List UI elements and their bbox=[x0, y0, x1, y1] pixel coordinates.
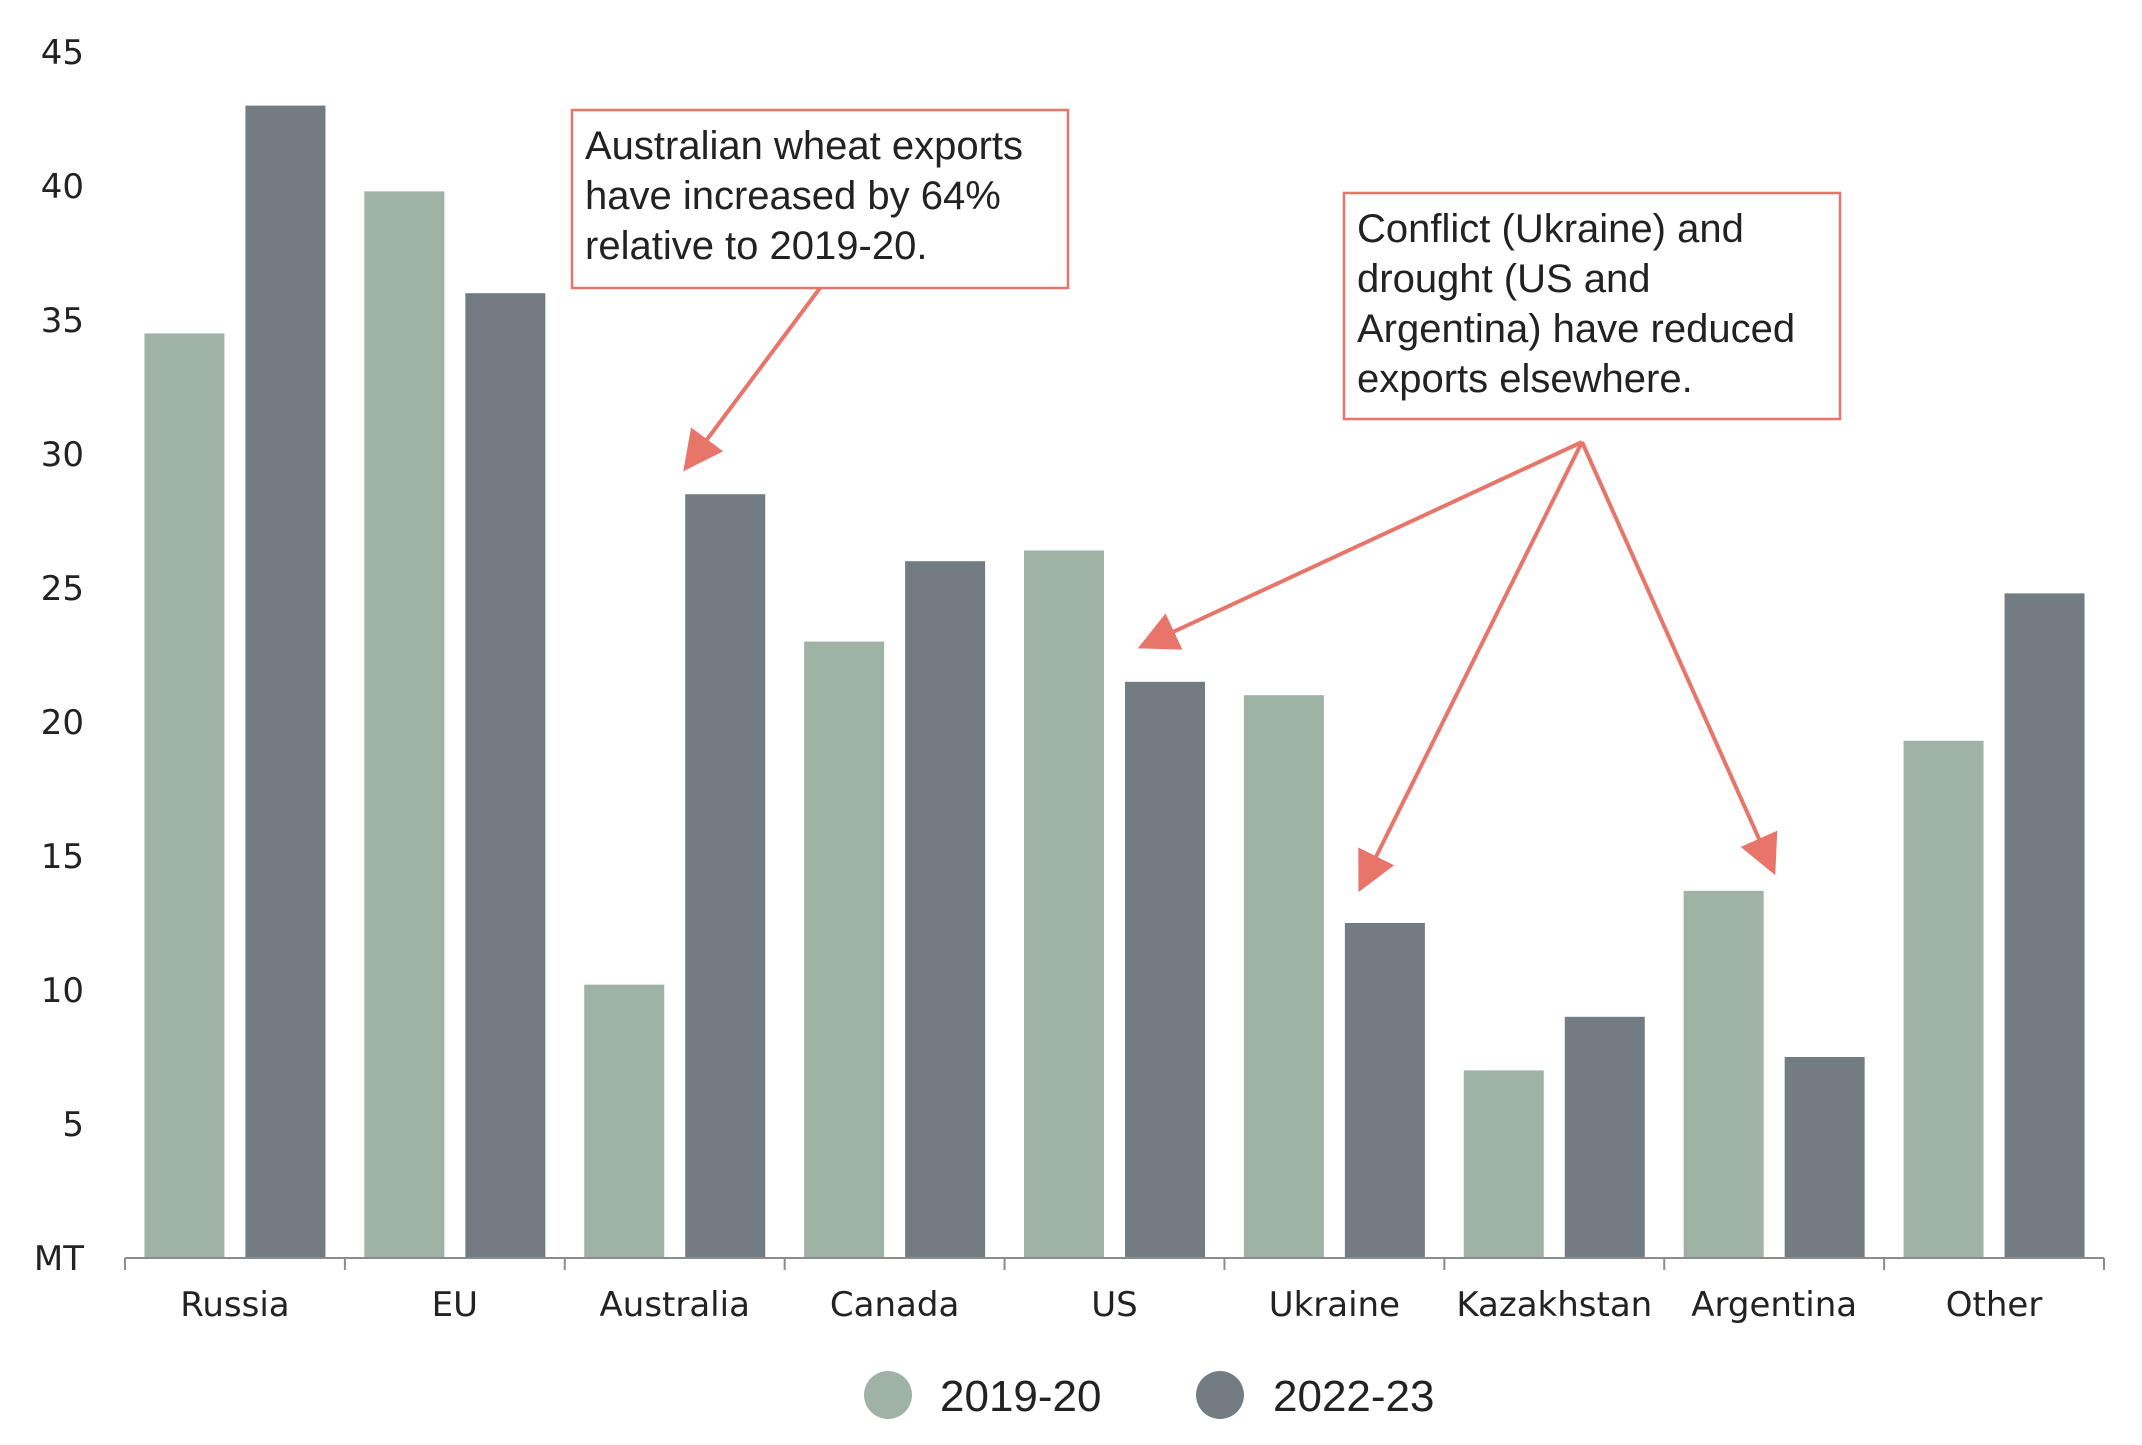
y-tick-label: 15 bbox=[41, 837, 84, 877]
bar-other-2022-23 bbox=[2004, 593, 2085, 1258]
bar-us-2022-23 bbox=[1125, 681, 1205, 1258]
legend: 2019-20 2022-23 bbox=[864, 1371, 1434, 1421]
y-axis: 5 10 15 20 25 30 35 40 45 MT bbox=[34, 33, 84, 1279]
annotation-arrow-australia bbox=[683, 286, 822, 472]
x-tick-label: Kazakhstan bbox=[1456, 1285, 1652, 1325]
bar-russia-2022-23 bbox=[245, 105, 326, 1259]
y-tick-label: 35 bbox=[41, 301, 84, 341]
y-tick-label: 20 bbox=[41, 703, 84, 743]
bars bbox=[144, 105, 2085, 1259]
x-tick-label: Australia bbox=[600, 1285, 750, 1325]
annotation-australia-text-line: Australian wheat exports bbox=[585, 124, 1023, 168]
bar-argentina-2022-23 bbox=[1784, 1057, 1865, 1258]
bar-argentina-2019-20 bbox=[1683, 890, 1764, 1258]
annotation-australia-text-line: have increased by 64% bbox=[585, 174, 1001, 218]
bar-russia-2019-20 bbox=[144, 333, 225, 1258]
legend-swatch-2019-20 bbox=[864, 1371, 912, 1419]
bar-other-2019-20 bbox=[1903, 740, 1984, 1258]
annotation-arrow-ukraine bbox=[1358, 441, 1584, 893]
y-tick-label: 10 bbox=[41, 971, 84, 1011]
bar-eu-2019-20 bbox=[364, 191, 445, 1259]
y-tick-label: 5 bbox=[62, 1105, 84, 1145]
x-tick-label: EU bbox=[432, 1285, 478, 1325]
annotation-conflict-text-line: Conflict (Ukraine) and bbox=[1357, 207, 1744, 251]
bar-canada-2022-23 bbox=[905, 561, 986, 1258]
x-axis: Russia EU Australia Canada US Ukraine Kazakhst… bbox=[124, 1257, 2105, 1325]
x-tick-label: Russia bbox=[180, 1285, 289, 1325]
x-tick-label: US bbox=[1091, 1285, 1137, 1325]
bar-canada-2019-20 bbox=[804, 641, 885, 1258]
annotation-australia-text-line: relative to 2019-20. bbox=[585, 224, 927, 268]
annotation-conflict-text-line: exports elsewhere. bbox=[1357, 357, 1693, 401]
bar-kazakhstan-2022-23 bbox=[1564, 1016, 1645, 1258]
y-tick-label: 30 bbox=[41, 435, 84, 475]
x-tick-label: Canada bbox=[830, 1285, 959, 1325]
annotation-conflict-text-line: Argentina) have reduced bbox=[1357, 307, 1795, 351]
legend-label-2019-20: 2019-20 bbox=[940, 1372, 1101, 1421]
legend-swatch-2022-23 bbox=[1196, 1371, 1244, 1419]
y-tick-label: 25 bbox=[41, 569, 84, 609]
bar-us-2019-20 bbox=[1024, 550, 1104, 1258]
bar-ukraine-2019-20 bbox=[1243, 695, 1324, 1258]
bar-eu-2022-23 bbox=[465, 293, 546, 1258]
annotation-conflict-text-line: drought (US and bbox=[1357, 257, 1651, 301]
annotation-arrow-us bbox=[1137, 440, 1583, 650]
annotations: Australian wheat exports have increased b… bbox=[570, 108, 1842, 893]
bar-australia-2022-23 bbox=[685, 494, 766, 1258]
y-tick-label: 45 bbox=[41, 33, 84, 73]
annotation-conflict-box bbox=[1342, 191, 1842, 421]
legend-label-2022-23: 2022-23 bbox=[1273, 1372, 1434, 1421]
bar-ukraine-2022-23 bbox=[1344, 923, 1425, 1258]
annotation-australia-box bbox=[570, 108, 1070, 290]
y-tick-label: 40 bbox=[41, 167, 84, 207]
x-tick-label: Ukraine bbox=[1269, 1285, 1400, 1325]
bar-australia-2019-20 bbox=[584, 984, 665, 1258]
annotation-arrow-argentina bbox=[1580, 441, 1778, 876]
y-axis-unit-label: MT bbox=[34, 1239, 84, 1279]
x-tick-label: Argentina bbox=[1691, 1285, 1857, 1325]
x-tick-label: Other bbox=[1946, 1285, 2043, 1325]
bar-kazakhstan-2019-20 bbox=[1463, 1070, 1544, 1258]
